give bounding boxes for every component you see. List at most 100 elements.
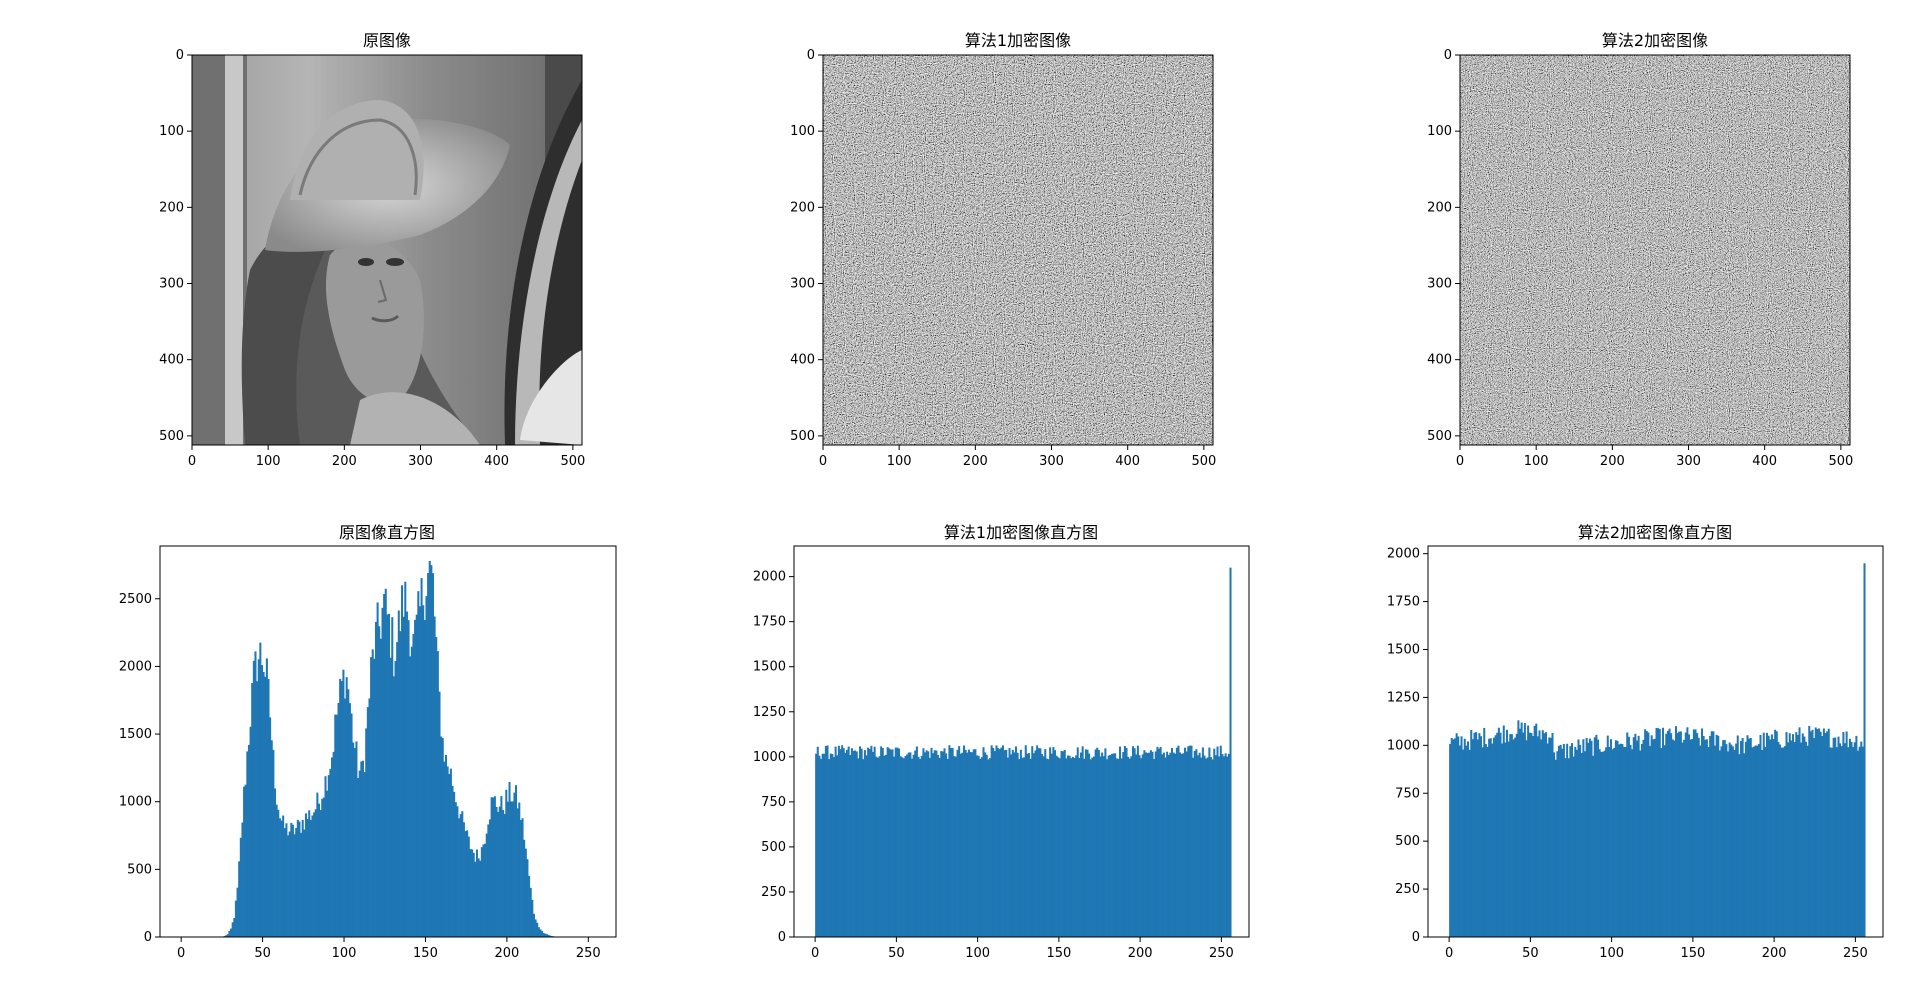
histogram-bar: [347, 689, 350, 937]
histogram-bar: [326, 790, 329, 937]
histogram-bar: [1203, 755, 1206, 937]
histogram-bar: [1819, 731, 1822, 937]
histogram-bar: [1670, 733, 1673, 937]
histogram-bar: [946, 758, 949, 937]
histogram-bar: [1832, 737, 1835, 937]
y-tick-label: 1250: [753, 705, 786, 720]
histogram-bar: [1831, 747, 1834, 937]
histogram-bar: [925, 750, 928, 937]
histogram-bar: [503, 813, 506, 937]
histogram-bar: [365, 728, 368, 937]
histogram-bar: [1546, 743, 1549, 937]
y-tick-label: 750: [1395, 786, 1420, 801]
histogram-bar: [539, 929, 542, 937]
x-tick-label: 200: [1600, 454, 1625, 469]
histogram-bar: [1704, 739, 1707, 937]
panel-title: 算法1加密图像: [965, 31, 1071, 50]
histogram-bar: [1058, 758, 1061, 937]
histogram-bar: [436, 651, 439, 937]
histogram-bar: [1076, 747, 1079, 937]
histogram-bar: [1047, 759, 1050, 937]
histogram-bar: [841, 745, 844, 937]
encrypted-2-histogram-panel: 算法2加密图像直方图 0 50 100 150 200 250 0 250 500 750 1000…: [1387, 523, 1884, 961]
histogram-bar: [1109, 755, 1112, 937]
histogram-bar: [1684, 732, 1687, 937]
histogram-bar: [852, 750, 855, 937]
histogram-bar: [1590, 740, 1593, 937]
x-tick-label: 300: [1039, 454, 1064, 469]
histogram-bar: [1174, 753, 1177, 937]
histogram-bar: [1679, 731, 1682, 937]
histogram-bar: [1766, 732, 1769, 937]
histogram-bar: [969, 751, 972, 937]
histogram-bar: [1018, 759, 1021, 937]
histogram-bar: [493, 796, 496, 937]
histogram-bar: [1198, 752, 1201, 937]
histogram-bar: [1070, 758, 1073, 937]
histogram-bar: [932, 753, 935, 937]
y-tick-label: 0: [144, 930, 152, 945]
histogram-bar: [1847, 747, 1850, 937]
histogram-bar: [1551, 732, 1554, 937]
histogram-bar: [1540, 739, 1543, 937]
histogram-bar: [536, 922, 539, 937]
histogram-bar: [1571, 743, 1574, 937]
histogram-bar: [500, 796, 503, 937]
histogram-bar: [896, 747, 899, 937]
histogram-bar: [1140, 758, 1143, 937]
histogram-bar: [1062, 751, 1065, 937]
histogram-bar: [1169, 752, 1172, 937]
histogram-bar: [885, 754, 888, 937]
histogram-bar: [1709, 735, 1712, 937]
histogram-bar: [350, 713, 353, 937]
histogram-bar: [1075, 755, 1078, 937]
histogram-bar: [1587, 742, 1590, 937]
histogram-bar: [479, 860, 482, 937]
histogram-bar: [488, 819, 491, 937]
histogram-bar: [1455, 733, 1458, 937]
histogram-bar: [836, 755, 839, 937]
x-tick-label: 500: [1191, 454, 1216, 469]
histogram-bar: [1640, 744, 1643, 937]
y-tick-label: 100: [790, 124, 815, 139]
x-tick-label: 100: [1599, 946, 1624, 961]
histogram-bar: [239, 837, 242, 937]
histogram-bar: [1463, 738, 1466, 937]
histogram-bar: [459, 814, 462, 937]
histogram-bar: [1652, 739, 1655, 937]
histogram-bar: [1780, 747, 1783, 937]
histogram-bar: [1499, 732, 1502, 937]
histogram-bar: [989, 758, 992, 937]
histogram-bar: [850, 748, 853, 937]
histogram-bar: [954, 756, 957, 937]
histogram-bar: [1475, 732, 1478, 937]
histogram-bar: [428, 560, 431, 937]
histogram-bar: [1021, 757, 1024, 937]
x-tick-label: 500: [560, 454, 585, 469]
histogram-bar: [1226, 756, 1229, 937]
histogram-bar: [1688, 734, 1691, 937]
histogram-bar: [1718, 750, 1721, 937]
histogram-bar: [1787, 742, 1790, 937]
histogram-bar: [1182, 753, 1185, 937]
y-tick-label: 200: [1427, 200, 1452, 215]
histogram-bar: [511, 801, 514, 937]
histogram-bar: [394, 661, 397, 937]
y-tick-label: 0: [1444, 48, 1452, 63]
histogram-bar: [1458, 745, 1461, 937]
histogram-bar: [1527, 725, 1530, 937]
y-tick-label: 0: [778, 930, 786, 945]
histogram-bar: [1676, 732, 1679, 937]
histogram-bar: [1845, 731, 1848, 937]
histogram-bar: [431, 573, 434, 937]
histogram-bar: [363, 772, 366, 937]
histogram-bar: [345, 677, 348, 937]
histogram-bar: [1736, 735, 1739, 937]
histogram-bar: [1662, 727, 1665, 937]
plot-frame: [1459, 54, 1851, 446]
histogram-bar: [979, 758, 982, 937]
histogram-bar: [820, 758, 823, 937]
y-tick-label: 0: [807, 48, 815, 63]
histogram-bar: [244, 784, 247, 937]
histogram-bar: [1592, 755, 1595, 937]
